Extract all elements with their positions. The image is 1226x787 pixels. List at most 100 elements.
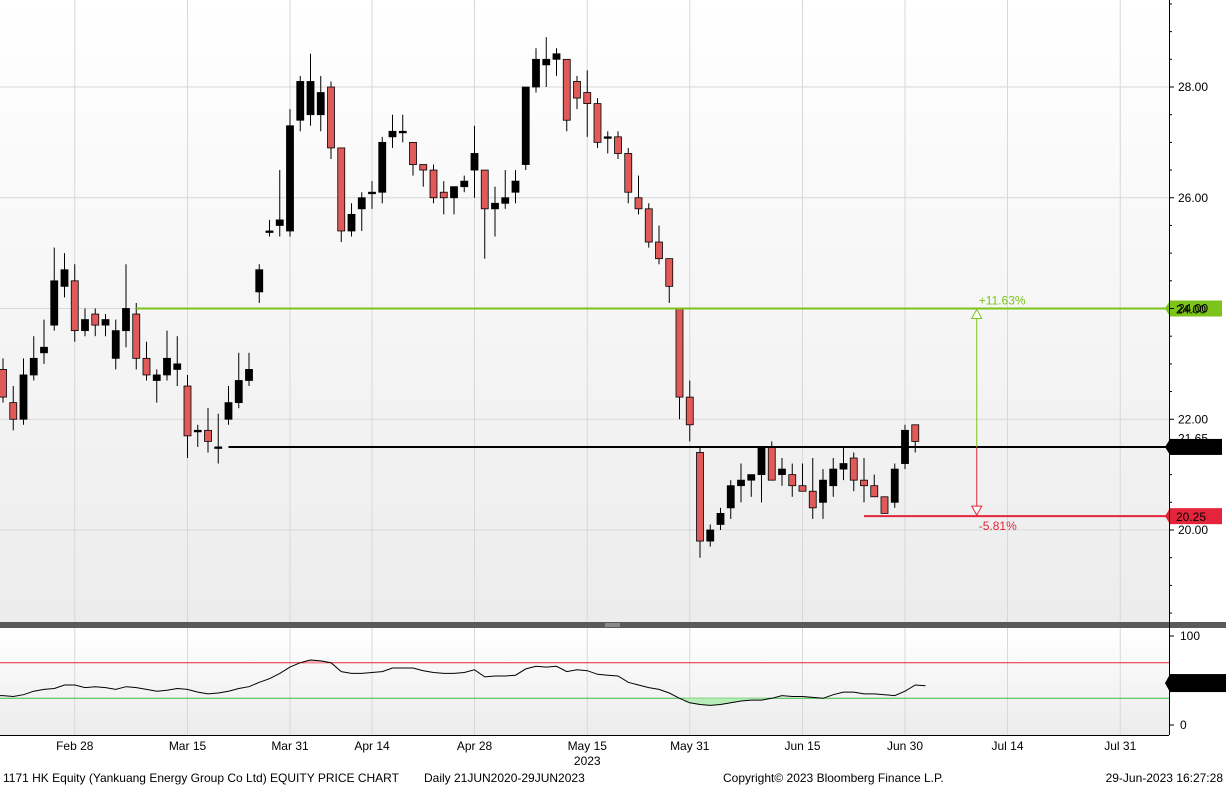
candle-down bbox=[409, 141, 417, 165]
candle-up bbox=[747, 474, 756, 481]
price-tick-label: 28.00 bbox=[1178, 80, 1208, 94]
chart-title: 1171 HK Equity (Yankuang Energy Group Co… bbox=[3, 771, 399, 785]
candle-up bbox=[726, 485, 735, 509]
date-tick-label: May 31 bbox=[670, 739, 710, 753]
candle-up bbox=[163, 357, 171, 376]
candle-up bbox=[306, 81, 315, 116]
candle-down bbox=[614, 136, 622, 154]
chart-footer: 1171 HK Equity (Yankuang Energy Group Co… bbox=[0, 769, 1226, 787]
candle-down bbox=[419, 164, 428, 171]
support-box-pointer bbox=[1165, 508, 1170, 525]
candle-up bbox=[603, 136, 612, 139]
resistance-box-pointer bbox=[1165, 300, 1170, 317]
candle-up bbox=[470, 153, 479, 171]
rsi-value-label: 47.1172 bbox=[1175, 677, 1218, 691]
candle-down bbox=[624, 153, 633, 193]
current-price-value-label: 21.50 bbox=[1176, 441, 1206, 455]
candle-down bbox=[9, 402, 18, 420]
panel-divider[interactable] bbox=[0, 622, 1226, 628]
candle-up bbox=[275, 219, 284, 226]
date-tick-label: Jul 14 bbox=[991, 739, 1023, 753]
candle-up bbox=[101, 319, 110, 326]
rsi-tick-label: 0 bbox=[1180, 718, 1187, 732]
candle-down bbox=[132, 313, 141, 359]
candle-up bbox=[111, 330, 120, 359]
candle-down bbox=[655, 241, 663, 260]
candle-up bbox=[224, 402, 233, 420]
candle-down bbox=[644, 208, 653, 243]
rsi-panel: 47.1172 bbox=[0, 659, 1226, 706]
candle-up bbox=[737, 479, 745, 487]
support-value-label: 20.25 bbox=[1176, 510, 1206, 524]
date-tick-label: Feb 28 bbox=[56, 739, 94, 753]
candle-up bbox=[532, 58, 540, 88]
candle-down bbox=[675, 308, 684, 398]
candle-up bbox=[347, 213, 356, 232]
timestamp-text: 29-Jun-2023 16:27:28 bbox=[1105, 771, 1223, 785]
candle-down bbox=[70, 280, 79, 332]
candle-down bbox=[183, 385, 192, 437]
candlesticks bbox=[0, 37, 920, 558]
candle-up bbox=[50, 280, 59, 326]
candle-up bbox=[829, 468, 838, 487]
price-tick-label: 22.00 bbox=[1178, 412, 1208, 426]
axes: Feb 28 Mar 15 Mar 31 Apr 14 Apr 28 May 15 May … bbox=[56, 3, 1208, 768]
candle-up bbox=[40, 346, 48, 354]
rsi-line bbox=[0, 659, 926, 706]
candle-up bbox=[378, 141, 387, 193]
candle-down bbox=[0, 369, 7, 398]
year-label: 2023 bbox=[574, 754, 601, 768]
date-tick-label: Jul 31 bbox=[1104, 739, 1136, 753]
candle-up bbox=[60, 269, 69, 287]
candle-down bbox=[91, 313, 100, 326]
candle-up bbox=[152, 374, 161, 381]
rsi-value-box-pointer bbox=[1165, 674, 1170, 693]
date-tick-label: Mar 31 bbox=[271, 739, 309, 753]
candle-down bbox=[204, 429, 212, 442]
candle-up bbox=[234, 380, 243, 404]
price-tick-label: 26.00 bbox=[1178, 191, 1208, 205]
candle-down bbox=[911, 424, 920, 442]
candle-down bbox=[808, 490, 817, 509]
resistance-value-label: 24.00 bbox=[1176, 303, 1206, 317]
candle-down bbox=[849, 457, 858, 481]
support-box bbox=[1170, 508, 1222, 525]
candle-down bbox=[562, 58, 571, 121]
candle-up bbox=[716, 512, 725, 525]
candle-up bbox=[357, 197, 366, 210]
candle-down bbox=[573, 81, 581, 99]
candle-down bbox=[767, 446, 776, 481]
upside-percent-label: +11.63% bbox=[979, 294, 1026, 308]
candle-up bbox=[511, 180, 520, 193]
date-tick-label: Mar 15 bbox=[169, 739, 207, 753]
copyright-text: Copyright© 2023 Bloomberg Finance L.P. bbox=[723, 771, 944, 785]
candle-up bbox=[552, 53, 561, 60]
grid-lines bbox=[0, 0, 1169, 735]
candle-up bbox=[286, 125, 294, 232]
candle-up bbox=[398, 130, 407, 134]
candle-down bbox=[439, 191, 448, 199]
candle-down bbox=[634, 197, 643, 210]
candle-up bbox=[521, 86, 530, 165]
candle-up bbox=[368, 191, 376, 195]
rsi-overbought-fill bbox=[305, 660, 326, 663]
candle-down bbox=[480, 169, 489, 210]
upside-arrow-head bbox=[970, 308, 983, 319]
date-tick-label: May 15 bbox=[568, 739, 608, 753]
candle-up bbox=[19, 374, 28, 420]
candle-up bbox=[491, 202, 499, 210]
candle-up bbox=[214, 446, 223, 449]
candle-up bbox=[265, 230, 274, 233]
resistance-box bbox=[1170, 300, 1222, 317]
date-tick-label: Jun 30 bbox=[887, 739, 923, 753]
price-tick-label: 20.00 bbox=[1178, 523, 1208, 537]
candle-up bbox=[255, 269, 264, 293]
date-tick-label: Jun 15 bbox=[784, 739, 820, 753]
candle-up bbox=[388, 130, 397, 138]
candle-down bbox=[870, 485, 879, 498]
candle-up bbox=[81, 319, 89, 332]
candle-up bbox=[460, 180, 469, 188]
candle-up bbox=[542, 58, 551, 66]
